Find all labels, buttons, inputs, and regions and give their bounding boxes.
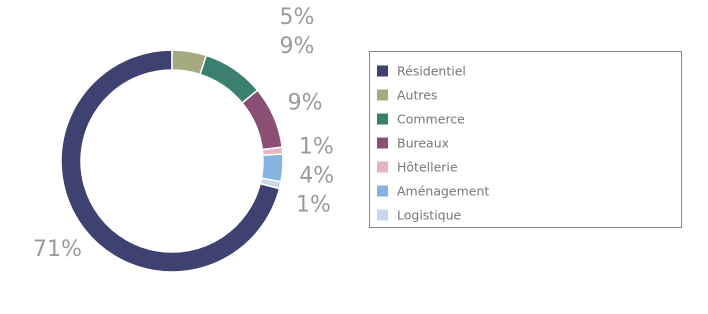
percent-label: 1% (296, 192, 331, 217)
legend-swatch (377, 65, 388, 77)
percent-label: 1% (299, 134, 334, 159)
legend-label: Commerce (397, 112, 465, 127)
legend-label: Autres (397, 88, 437, 103)
percent-label: 9% (280, 34, 315, 59)
legend-label: Hôtellerie (397, 160, 458, 175)
donut-slice (199, 54, 259, 105)
legend-box (369, 51, 682, 228)
donut-slice (241, 89, 283, 151)
legend-label: Aménagement (397, 184, 489, 199)
percent-label: 4% (299, 163, 334, 188)
legend-swatch (377, 185, 388, 197)
donut-slice (259, 177, 282, 190)
legend-swatch (377, 113, 388, 125)
percent-label: 5% (280, 5, 315, 30)
donut-slice (260, 153, 284, 183)
legend-swatch (377, 161, 388, 173)
percent-label: 9% (288, 90, 323, 115)
legend-label: Résidentiel (397, 64, 466, 79)
donut-slice (60, 49, 281, 273)
legend-label: Logistique (397, 208, 462, 223)
percent-label: 71% (33, 237, 82, 262)
legend-swatch (377, 209, 388, 221)
legend-swatch (377, 137, 388, 149)
legend-label: Bureaux (397, 136, 449, 151)
legend-swatch (377, 89, 388, 101)
